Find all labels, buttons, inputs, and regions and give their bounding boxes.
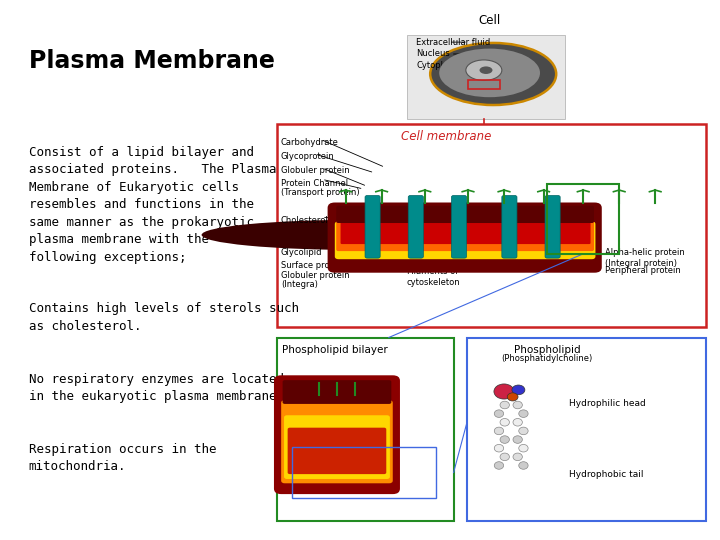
Ellipse shape	[466, 60, 502, 80]
Ellipse shape	[494, 384, 514, 399]
Text: No respiratory enzymes are located
in the eukaryotic plasma membrane.: No respiratory enzymes are located in th…	[29, 373, 284, 403]
Text: Carbohydrate: Carbohydrate	[281, 138, 338, 147]
FancyBboxPatch shape	[365, 195, 380, 258]
Ellipse shape	[500, 436, 510, 443]
Ellipse shape	[513, 401, 522, 409]
Bar	[467, 338, 706, 521]
Text: Cytoplasm: Cytoplasm	[416, 62, 461, 70]
Text: Phospholipid bilayer: Phospholipid bilayer	[282, 345, 387, 355]
Bar	[547, 184, 619, 254]
Bar	[277, 124, 706, 327]
Bar	[292, 447, 436, 498]
Text: Extracellular fluid: Extracellular fluid	[416, 38, 490, 46]
FancyBboxPatch shape	[336, 206, 594, 223]
Text: Surface protein: Surface protein	[281, 261, 346, 271]
Ellipse shape	[500, 401, 510, 409]
Bar	[407, 35, 565, 119]
Text: Contains high levels of sterols such
as cholesterol.: Contains high levels of sterols such as …	[29, 302, 299, 333]
Bar	[468, 80, 500, 89]
Ellipse shape	[518, 427, 528, 435]
Ellipse shape	[431, 43, 557, 105]
Ellipse shape	[202, 220, 518, 250]
FancyBboxPatch shape	[284, 415, 390, 479]
Text: Alpha-helic protein
(Integral protein): Alpha-helic protein (Integral protein)	[605, 248, 685, 268]
Bar	[277, 338, 454, 521]
Ellipse shape	[513, 418, 522, 426]
FancyBboxPatch shape	[336, 221, 594, 251]
Text: Plasma Membrane: Plasma Membrane	[29, 49, 274, 72]
FancyBboxPatch shape	[408, 195, 423, 258]
Ellipse shape	[439, 49, 540, 97]
Text: Phospholipid: Phospholipid	[514, 345, 580, 355]
FancyBboxPatch shape	[502, 195, 517, 258]
Ellipse shape	[513, 436, 522, 443]
Text: Consist of a lipid bilayer and
associated proteins.   The Plasma
Membrane of Euk: Consist of a lipid bilayer and associate…	[29, 146, 276, 264]
Text: Globuler protein: Globuler protein	[281, 271, 349, 280]
Text: (Transport protein): (Transport protein)	[281, 188, 359, 198]
Text: Respiration occurs in the
mitochondria.: Respiration occurs in the mitochondria.	[29, 443, 216, 473]
Text: Glycolipid: Glycolipid	[281, 248, 323, 258]
Text: (Phosphatidylcholine): (Phosphatidylcholine)	[502, 354, 593, 363]
Text: Hydrophilic head: Hydrophilic head	[569, 399, 646, 408]
FancyBboxPatch shape	[451, 195, 467, 258]
FancyBboxPatch shape	[341, 221, 590, 244]
Ellipse shape	[513, 453, 522, 461]
FancyBboxPatch shape	[335, 221, 595, 259]
Ellipse shape	[507, 393, 518, 401]
Text: Cell: Cell	[479, 14, 500, 26]
Ellipse shape	[494, 427, 504, 435]
FancyBboxPatch shape	[328, 202, 602, 273]
Ellipse shape	[494, 410, 504, 417]
FancyBboxPatch shape	[283, 380, 392, 404]
Text: Globuler protein: Globuler protein	[281, 166, 349, 176]
Text: Cholesterol: Cholesterol	[281, 216, 328, 225]
Text: Glycoprotein: Glycoprotein	[281, 152, 335, 161]
Ellipse shape	[494, 462, 504, 469]
Text: (Integra): (Integra)	[281, 280, 318, 289]
Ellipse shape	[500, 418, 510, 426]
Ellipse shape	[518, 462, 528, 469]
Text: Protein Channel: Protein Channel	[281, 179, 348, 188]
Ellipse shape	[480, 66, 492, 74]
Text: Hydrophobic tail: Hydrophobic tail	[569, 470, 643, 479]
Text: Cell membrane: Cell membrane	[401, 130, 492, 143]
FancyBboxPatch shape	[282, 400, 393, 483]
Ellipse shape	[500, 453, 510, 461]
Text: Peripheral protein: Peripheral protein	[605, 266, 680, 275]
Text: Filaments of
cytoskeleton: Filaments of cytoskeleton	[407, 267, 460, 287]
FancyBboxPatch shape	[274, 375, 400, 494]
Ellipse shape	[518, 410, 528, 417]
Ellipse shape	[494, 444, 504, 452]
Ellipse shape	[518, 444, 528, 452]
Ellipse shape	[512, 385, 525, 395]
FancyBboxPatch shape	[545, 195, 560, 258]
FancyBboxPatch shape	[288, 428, 386, 474]
Text: Nucleus: Nucleus	[416, 50, 450, 58]
